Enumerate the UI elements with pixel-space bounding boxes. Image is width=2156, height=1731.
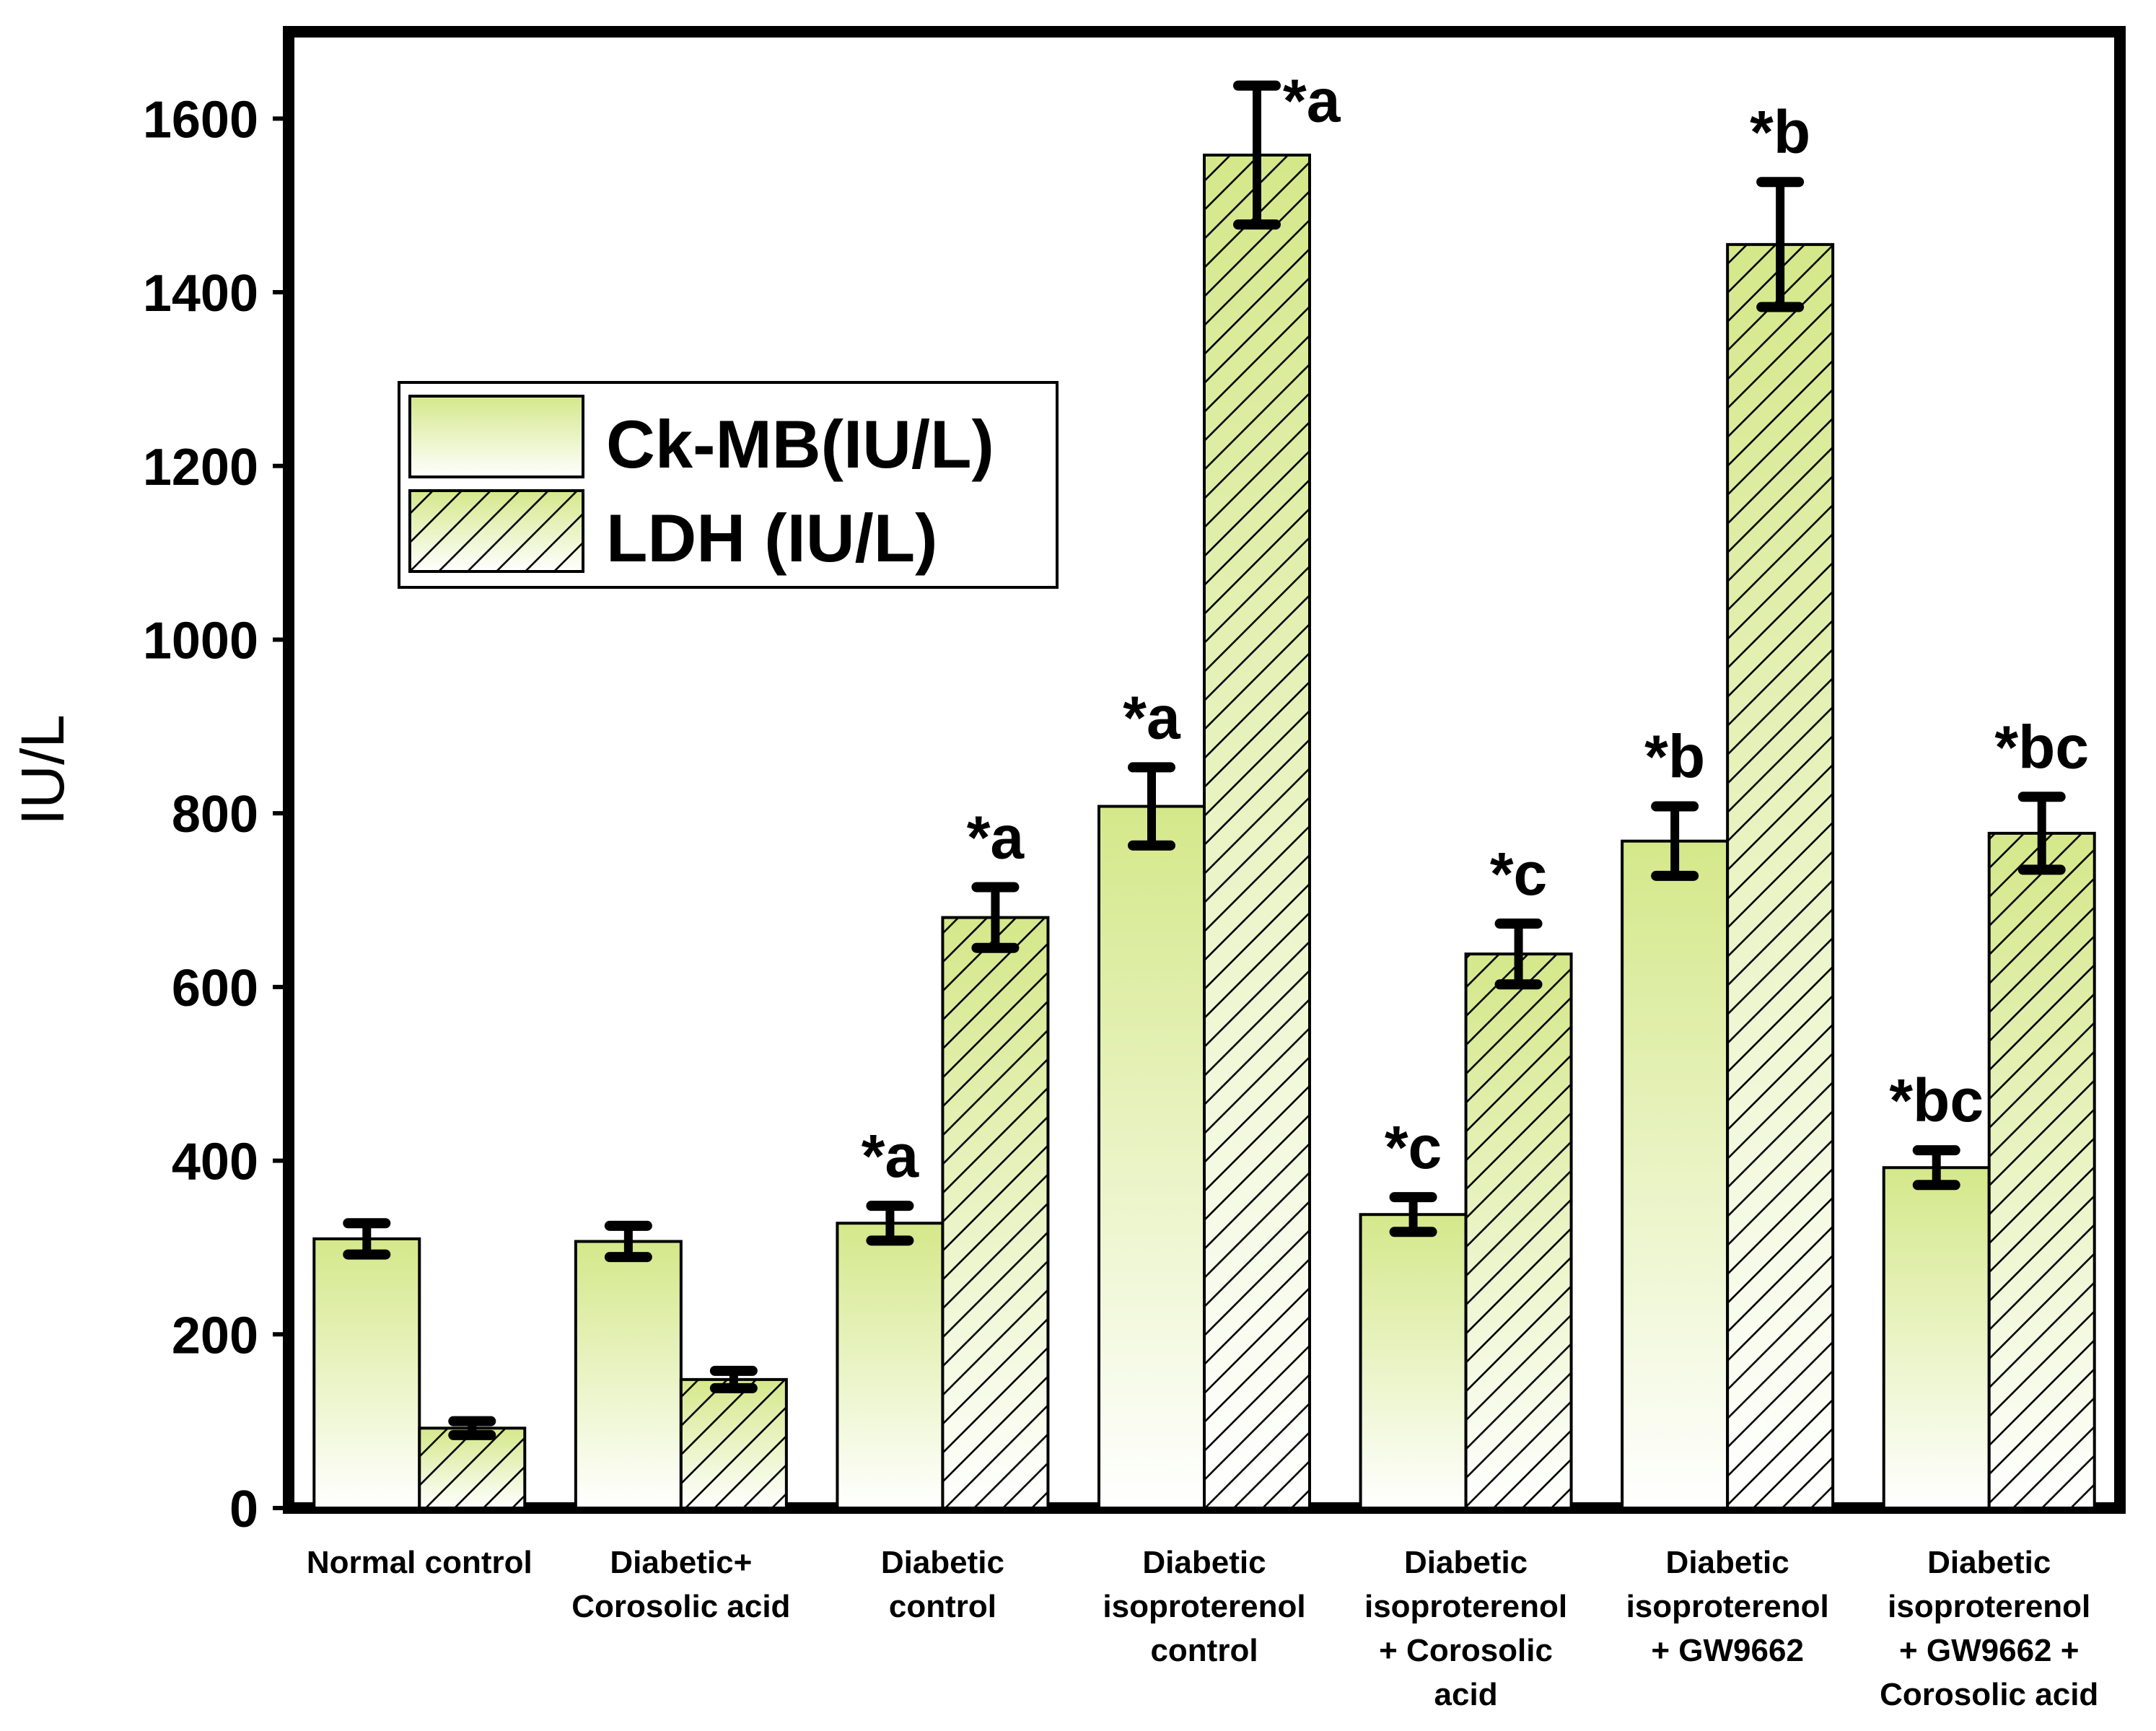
bar-0 — [1622, 841, 1728, 1508]
y-tick-label: 1000 — [143, 612, 258, 670]
bar-hatch-1 — [1727, 244, 1833, 1508]
significance-label: *b — [1750, 98, 1810, 166]
category-label-line: + GW9662 — [1651, 1633, 1804, 1668]
bar-hatch-1 — [942, 917, 1048, 1508]
y-tick-label: 200 — [172, 1307, 258, 1364]
category-label-line: Diabetic+ — [610, 1545, 752, 1580]
bar-0 — [575, 1241, 681, 1508]
significance-label: *a — [1123, 683, 1181, 751]
bar-hatch-1 — [419, 1428, 525, 1508]
category-label-line: + GW9662 + — [1899, 1633, 2079, 1668]
y-tick-label: 0 — [229, 1481, 258, 1538]
bar-hatch-1 — [1204, 154, 1310, 1509]
significance-label: *b — [1644, 723, 1705, 791]
legend-swatch-ldh-hatch — [408, 489, 584, 573]
category-label: Normal control — [307, 1545, 533, 1580]
category-label: Diabetic isoproterenol control — [1103, 1545, 1305, 1668]
significance-label: *c — [1385, 1113, 1442, 1181]
category-label: Diabetic isoproterenol + Corosolic acid — [1364, 1545, 1567, 1712]
category-label-line: isoproterenol — [1103, 1589, 1305, 1624]
bar-0 — [837, 1223, 943, 1508]
legend-swatch-ckmb — [408, 395, 584, 478]
significance-label: *bc — [1994, 713, 2089, 781]
bar-0 — [1360, 1214, 1466, 1508]
legend-label-ldh: LDH (IU/L) — [606, 500, 937, 576]
y-axis: 0 200 400 600 800 1000 1200 1400 1600 — [143, 91, 289, 1538]
significance-label: *a — [1283, 67, 1341, 135]
x-axis: Normal control Diabetic+ Corosolic acidDia… — [307, 1545, 2098, 1712]
category-label-line: Corosolic acid — [1880, 1677, 2098, 1712]
bar-0 — [314, 1238, 420, 1508]
category-label-line: control — [889, 1589, 996, 1624]
y-tick-label: 1400 — [143, 265, 258, 323]
legend: Ck-MB(IU/L) LDH (IU/L) — [398, 381, 1059, 589]
category-label-line: Normal control — [307, 1545, 533, 1580]
y-tick-label: 800 — [172, 786, 258, 843]
category-label-line: Corosolic acid — [571, 1589, 790, 1624]
category-label-line: isoproterenol — [1364, 1589, 1567, 1624]
category-label: Diabetic control — [881, 1545, 1004, 1624]
significance-label: *c — [1490, 840, 1547, 908]
y-tick-label: 600 — [172, 960, 258, 1017]
bar-hatch-1 — [1465, 954, 1572, 1508]
y-tick-label: 1600 — [143, 91, 258, 149]
category-label-line: Diabetic — [881, 1545, 1004, 1580]
significance-label: *a — [967, 803, 1025, 871]
category-label-line: Diabetic — [1404, 1545, 1528, 1580]
bar-hatch-1 — [1989, 833, 2095, 1508]
bar-0 — [1883, 1167, 1989, 1508]
category-label-line: isoproterenol — [1626, 1589, 1829, 1624]
category-label: Diabetic isoproterenol + GW9662 + Corosolic… — [1880, 1545, 2098, 1712]
category-label-line: Diabetic — [1927, 1545, 2051, 1580]
category-label-line: Diabetic — [1666, 1545, 1789, 1580]
category-label: Diabetic isoproterenol + GW9662 — [1626, 1545, 1829, 1668]
significance-label: *a — [862, 1122, 920, 1190]
y-tick-label: 1200 — [143, 439, 258, 496]
y-axis-label: IU/L — [9, 714, 76, 825]
legend-label-ckmb: Ck-MB(IU/L) — [606, 406, 994, 482]
category-label-line: isoproterenol — [1888, 1589, 2090, 1624]
y-tick-label: 400 — [172, 1134, 258, 1191]
significance-label: *bc — [1889, 1066, 1984, 1134]
bars: *a *a *a *a *c *c *b *b *bc *bc — [312, 67, 2096, 1510]
bar-hatch-1 — [680, 1379, 786, 1508]
category-label-line: acid — [1434, 1677, 1498, 1712]
category-label: Diabetic+ Corosolic acid — [571, 1545, 790, 1624]
category-label-line: control — [1150, 1633, 1258, 1668]
bar-0 — [1099, 806, 1204, 1508]
category-label-line: + Corosolic — [1379, 1633, 1553, 1668]
category-label-line: Diabetic — [1142, 1545, 1266, 1580]
